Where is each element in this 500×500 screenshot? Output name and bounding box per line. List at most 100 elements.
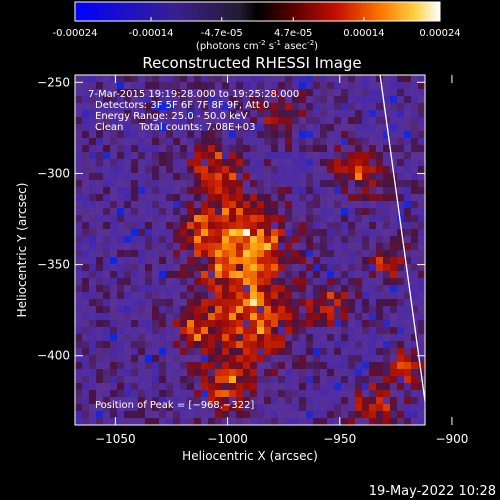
heatmap-cell bbox=[187, 201, 195, 209]
heatmap-cell bbox=[82, 215, 90, 223]
heatmap-cell bbox=[131, 194, 139, 202]
heatmap-cell bbox=[271, 145, 279, 153]
heatmap-cell bbox=[285, 208, 293, 216]
heatmap-cell bbox=[117, 103, 125, 111]
heatmap-cell bbox=[320, 376, 328, 384]
heatmap-cell bbox=[278, 222, 286, 230]
heatmap-cell bbox=[271, 194, 279, 202]
heatmap-cell bbox=[383, 376, 391, 384]
heatmap-cell bbox=[187, 411, 195, 419]
heatmap-cell bbox=[159, 131, 167, 139]
heatmap-cell bbox=[299, 292, 307, 300]
heatmap-cell bbox=[285, 124, 293, 132]
heatmap-cell bbox=[152, 208, 160, 216]
heatmap-cell bbox=[418, 313, 425, 321]
heatmap-cell bbox=[355, 110, 363, 118]
heatmap-cell bbox=[208, 369, 216, 377]
heatmap-cell bbox=[362, 131, 370, 139]
heatmap-cell bbox=[383, 257, 391, 265]
heatmap-cell bbox=[236, 334, 244, 342]
heatmap-cell bbox=[292, 159, 300, 167]
heatmap-cell bbox=[208, 103, 216, 111]
x-tick-label: −900 bbox=[435, 432, 468, 446]
heatmap-cell bbox=[82, 327, 90, 335]
heatmap-cell bbox=[264, 313, 272, 321]
heatmap-cell bbox=[131, 82, 139, 90]
heatmap-cell bbox=[131, 208, 139, 216]
heatmap-cell bbox=[383, 250, 391, 258]
heatmap-cell bbox=[292, 369, 300, 377]
heatmap-cell bbox=[201, 166, 209, 174]
heatmap-cell bbox=[159, 82, 167, 90]
heatmap-cell bbox=[320, 138, 328, 146]
heatmap-cell bbox=[327, 236, 335, 244]
heatmap-cell bbox=[89, 187, 97, 195]
heatmap-cell bbox=[285, 271, 293, 279]
heatmap-cell bbox=[201, 243, 209, 251]
heatmap-cell bbox=[110, 250, 118, 258]
heatmap-cell bbox=[215, 229, 223, 237]
heatmap-cell bbox=[201, 187, 209, 195]
heatmap-cell bbox=[229, 180, 237, 188]
heatmap-cell bbox=[250, 75, 258, 83]
heatmap-cell bbox=[152, 201, 160, 209]
heatmap-cell bbox=[145, 159, 153, 167]
heatmap-cell bbox=[264, 348, 272, 356]
heatmap-cell bbox=[82, 390, 90, 398]
heatmap-cell bbox=[299, 138, 307, 146]
heatmap-cell bbox=[208, 376, 216, 384]
heatmap-cell bbox=[103, 89, 111, 97]
heatmap-cell bbox=[138, 397, 146, 405]
heatmap-cell bbox=[103, 278, 111, 286]
heatmap-cell bbox=[285, 285, 293, 293]
heatmap-cell bbox=[418, 166, 425, 174]
heatmap-cell bbox=[411, 138, 419, 146]
heatmap-cell bbox=[320, 124, 328, 132]
heatmap-cell bbox=[285, 418, 293, 425]
heatmap-cell bbox=[327, 264, 335, 272]
heatmap-cell bbox=[271, 383, 279, 391]
heatmap-cell bbox=[404, 215, 412, 223]
heatmap-cell bbox=[229, 89, 237, 97]
heatmap-cell bbox=[103, 145, 111, 153]
heatmap-cell bbox=[82, 89, 90, 97]
heatmap-cell bbox=[411, 194, 419, 202]
heatmap-cell bbox=[208, 236, 216, 244]
heatmap-cell bbox=[229, 376, 237, 384]
heatmap-cell bbox=[243, 334, 251, 342]
heatmap-cell bbox=[278, 383, 286, 391]
heatmap-cell bbox=[82, 75, 90, 83]
heatmap-cell bbox=[369, 215, 377, 223]
heatmap-cell bbox=[411, 397, 419, 405]
heatmap-cell bbox=[152, 348, 160, 356]
heatmap-cell bbox=[131, 187, 139, 195]
heatmap-cell bbox=[117, 75, 125, 83]
heatmap-cell bbox=[89, 369, 97, 377]
heatmap-cell bbox=[187, 208, 195, 216]
heatmap-cell bbox=[145, 208, 153, 216]
heatmap-cell bbox=[208, 362, 216, 370]
heatmap-cell bbox=[222, 411, 230, 419]
heatmap-cell bbox=[306, 334, 314, 342]
heatmap-cell bbox=[334, 117, 342, 125]
heatmap-cell bbox=[404, 334, 412, 342]
heatmap-cell bbox=[145, 271, 153, 279]
heatmap-cell bbox=[201, 215, 209, 223]
heatmap-cell bbox=[173, 376, 181, 384]
heatmap-cell bbox=[264, 418, 272, 425]
heatmap-cell bbox=[327, 334, 335, 342]
heatmap-cell bbox=[341, 124, 349, 132]
heatmap-cell bbox=[166, 173, 174, 181]
heatmap-cell bbox=[201, 117, 209, 125]
heatmap-cell bbox=[299, 201, 307, 209]
heatmap-cell bbox=[362, 103, 370, 111]
heatmap-cell bbox=[306, 201, 314, 209]
heatmap-cell bbox=[117, 299, 125, 307]
heatmap-cell bbox=[194, 327, 202, 335]
heatmap-cell bbox=[173, 355, 181, 363]
heatmap-cell bbox=[103, 96, 111, 104]
heatmap-cell bbox=[82, 376, 90, 384]
heatmap-cell bbox=[138, 131, 146, 139]
heatmap-cell bbox=[341, 180, 349, 188]
